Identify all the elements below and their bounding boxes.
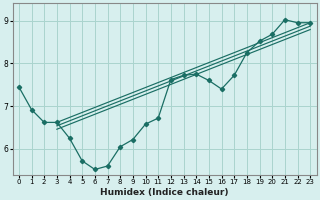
X-axis label: Humidex (Indice chaleur): Humidex (Indice chaleur) — [100, 188, 229, 197]
